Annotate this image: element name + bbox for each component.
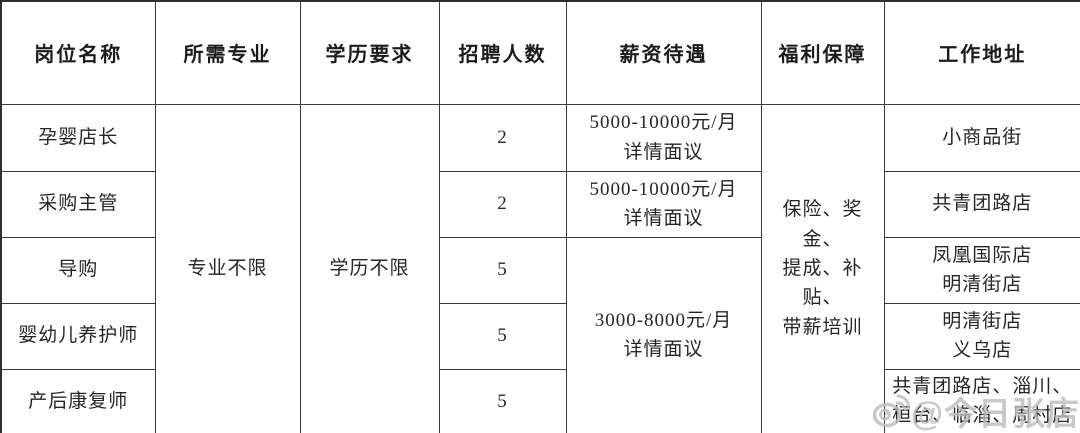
- cell-headcount-1: 2: [438, 103, 567, 172]
- header-cell-headcount: 招聘人数: [438, 0, 567, 105]
- header-cell-welfare: 福利保障: [760, 0, 885, 105]
- cell-position-5: 产后康复师: [0, 368, 156, 433]
- cell-address-5: 共青团路店、淄川、 桓台、临淄、周村店: [883, 368, 1080, 433]
- table-header-row: 岗位名称 所需专业 学历要求 招聘人数 薪资待遇 福利保障 工作地址: [0, 0, 1080, 105]
- header-cell-address: 工作地址: [883, 0, 1080, 105]
- header-cell-position: 岗位名称: [0, 0, 156, 105]
- cell-position-2: 采购主管: [0, 170, 156, 238]
- cell-salary-merged-3-5: 3000-8000元/月 详情面议: [565, 236, 762, 433]
- cell-headcount-3: 5: [438, 236, 567, 304]
- table-row: 产后康复师 5 共青团路店、淄川、 桓台、临淄、周村店: [0, 368, 1080, 433]
- cell-salary-2: 5000-10000元/月 详情面议: [565, 170, 762, 238]
- cell-position-1: 孕婴店长: [0, 103, 156, 172]
- cell-major-merged: 专业不限: [154, 103, 301, 433]
- table-row: 导购 5 3000-8000元/月 详情面议 凤凰国际店 明清街店: [0, 236, 1080, 433]
- cell-education-merged: 学历不限: [299, 103, 440, 433]
- header-cell-education: 学历要求: [299, 0, 440, 105]
- cell-position-3: 导购: [0, 236, 156, 304]
- cell-address-3: 凤凰国际店 明清街店: [883, 236, 1080, 304]
- cell-position-4: 婴幼儿养护师: [0, 302, 156, 370]
- cell-address-4: 明清街店 义乌店: [883, 302, 1080, 370]
- cell-headcount-2: 2: [438, 170, 567, 238]
- table-row: 孕婴店长 专业不限 学历不限 2 5000-10000元/月 详情面议 保险、奖…: [0, 103, 1080, 433]
- cell-salary-1: 5000-10000元/月 详情面议: [565, 103, 762, 172]
- header-cell-salary: 薪资待遇: [565, 0, 762, 105]
- cell-address-2: 共青团路店: [883, 170, 1080, 238]
- cell-headcount-5: 5: [438, 368, 567, 433]
- header-cell-major: 所需专业: [154, 0, 301, 105]
- cell-address-1: 小商品街: [883, 103, 1080, 172]
- cell-welfare-merged: 保险、奖金、 提成、补贴、 带薪培训: [760, 103, 885, 433]
- cell-headcount-4: 5: [438, 302, 567, 370]
- table-row: 采购主管 2 5000-10000元/月 详情面议 共青团路店: [0, 170, 1080, 238]
- table-row: 婴幼儿养护师 5 明清街店 义乌店: [0, 302, 1080, 370]
